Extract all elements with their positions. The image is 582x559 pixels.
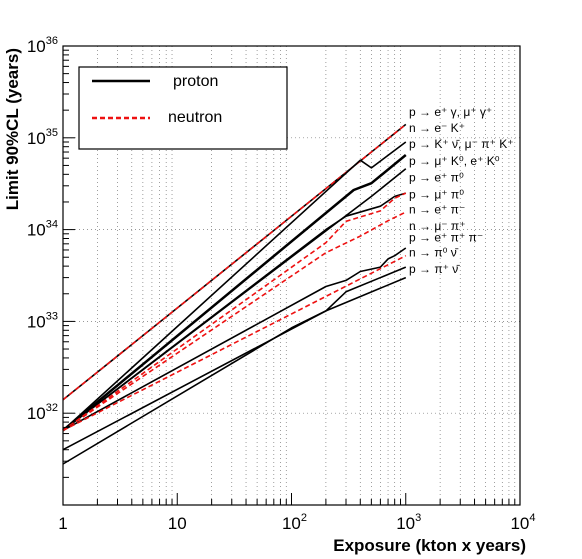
- channel-label: n → π⁰ ν̄: [409, 246, 459, 260]
- channel-label: p → e⁺ π⁺ π⁻: [409, 231, 483, 245]
- legend: proton neutron: [78, 66, 288, 150]
- series-line-proton: [62, 276, 407, 465]
- y-tick-label: 1035: [27, 127, 58, 148]
- y-tick-label: 1033: [27, 310, 58, 331]
- series-line-proton: [62, 247, 407, 432]
- series-line-neutron: [62, 211, 407, 432]
- series-group: [62, 123, 407, 465]
- series-line-proton: [62, 154, 407, 432]
- channel-label: p → e⁺ γ, μ⁺ γ⁺: [409, 105, 492, 119]
- x-tick-label: 104: [510, 512, 535, 533]
- channel-label: p → μ⁺ K⁰, e⁺ K⁰: [409, 154, 500, 168]
- legend-box: [78, 66, 288, 150]
- channel-label: n → μ⁻ π⁺: [409, 219, 466, 233]
- series-line-neutron: [62, 192, 407, 432]
- legend-proton-label: proton: [173, 73, 218, 90]
- channel-labels: p → e⁺ γ, μ⁺ γ⁺ n → e⁻ K⁺ p → K⁺ ν̄, μ⁻ π⁺…: [409, 105, 514, 276]
- channel-label: n → e⁻ K⁺: [409, 121, 465, 135]
- legend-neutron-label: neutron: [168, 109, 222, 126]
- series-line-proton: [62, 192, 407, 432]
- channel-label: n → e⁺ π⁻: [409, 203, 465, 217]
- y-tick-label: 1036: [27, 35, 58, 56]
- series-line-neutron: [62, 123, 407, 401]
- y-tick-label: 1034: [27, 219, 58, 240]
- axis-ticks: [62, 45, 521, 506]
- series-line-neutron: [62, 254, 407, 432]
- y-axis-title: Limit 90%CL (years): [3, 48, 22, 210]
- x-tick-label: 1: [58, 514, 67, 533]
- x-tick-label: 102: [282, 512, 307, 533]
- series-line-proton: [62, 141, 407, 431]
- y-tick-label: 1032: [27, 402, 58, 423]
- tick-labels: 1 10 102 103 104 1032 1033 1034 1035 1036: [27, 35, 536, 533]
- x-tick-label: 10: [168, 514, 187, 533]
- channel-label: p → K⁺ ν̄, μ⁻ π⁺ K⁺: [409, 137, 514, 151]
- channel-label: p → μ⁺ π⁰: [409, 188, 464, 202]
- series-line-proton: [62, 266, 407, 451]
- channel-label: p → π⁺ ν̄: [409, 262, 460, 276]
- x-tick-label: 103: [396, 512, 421, 533]
- x-axis-title: Exposure (kton x years): [333, 536, 526, 555]
- channel-label: p → e⁺ π⁰: [409, 170, 464, 184]
